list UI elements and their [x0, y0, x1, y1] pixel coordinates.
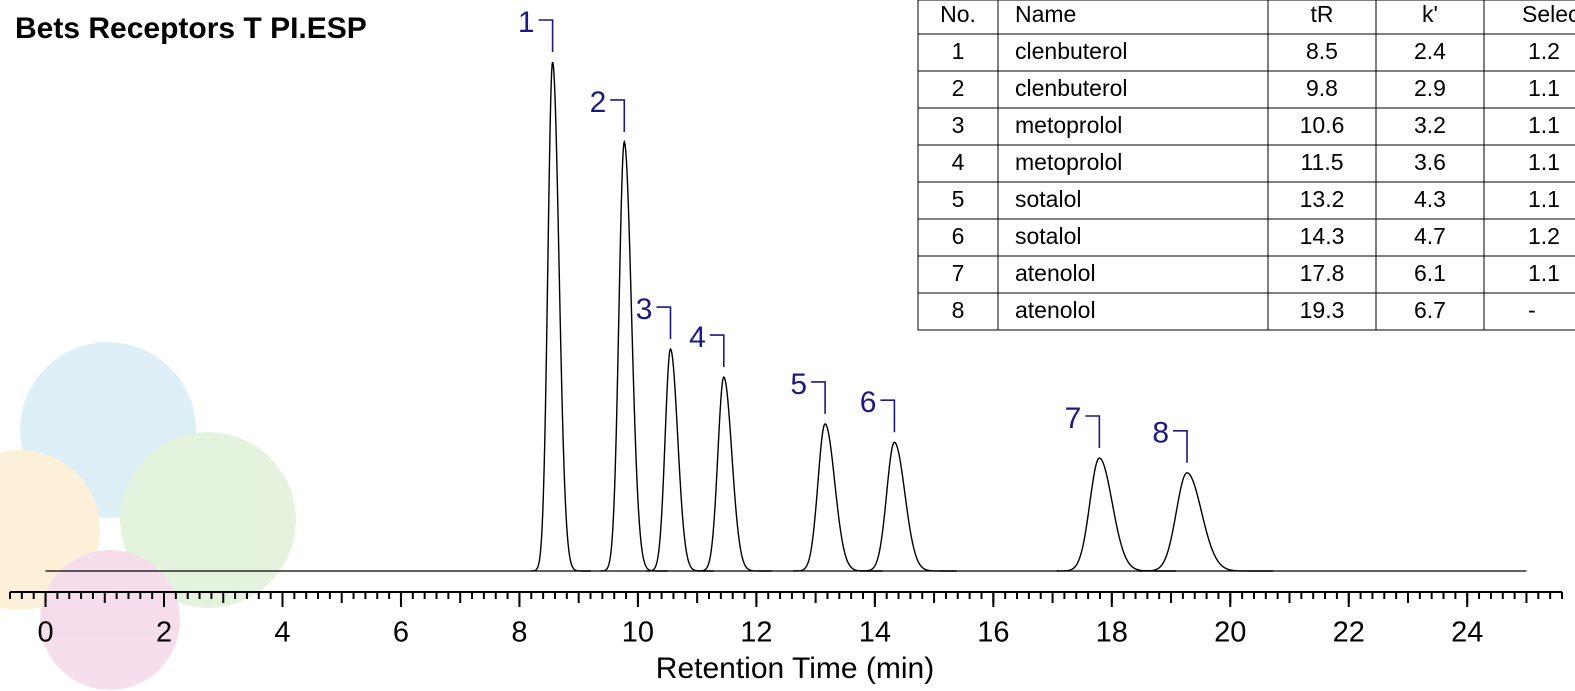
- x-tick-label: 22: [1333, 617, 1365, 649]
- peak-label: 1: [518, 6, 535, 39]
- x-tick-label: 4: [274, 617, 290, 649]
- table-header-cell: tR: [1311, 1, 1334, 27]
- table-cell: -: [1528, 297, 1536, 323]
- x-axis-label: Retention Time (min): [656, 652, 934, 685]
- table-cell: 3.2: [1414, 112, 1446, 138]
- peak: [793, 422, 883, 572]
- peak-label-hook: [1173, 429, 1188, 463]
- peak-label: 8: [1152, 417, 1169, 450]
- table-cell: 8.5: [1306, 38, 1338, 64]
- table-cell: atenolol: [1015, 260, 1096, 286]
- table-cell: metoprolol: [1015, 112, 1122, 138]
- peak-label-hook: [656, 306, 672, 340]
- table-cell: 4.7: [1414, 223, 1446, 249]
- peak-label: 2: [590, 86, 607, 119]
- chart-title: Bets Receptors T PI.ESP: [15, 12, 367, 45]
- peak-label-hook: [1085, 415, 1101, 449]
- table-cell: 2.4: [1414, 38, 1446, 64]
- table-cell: 10.6: [1300, 112, 1345, 138]
- table-cell: 7: [952, 260, 965, 286]
- peak-label: 3: [636, 293, 653, 326]
- peak-label-hook: [538, 19, 554, 52]
- peak-label: 6: [860, 386, 877, 419]
- x-tick-label: 14: [859, 617, 891, 649]
- table-cell: 1.1: [1528, 112, 1560, 138]
- results-table: No. Name tR k' Selectivity 1 clenbuterol 8.5 2.4…: [917, 0, 1575, 331]
- peak: [697, 375, 772, 572]
- table-cell: metoprolol: [1015, 149, 1122, 175]
- table-cell: 11.5: [1300, 149, 1343, 175]
- table-background: [917, 0, 1575, 331]
- x-tick-label: 10: [622, 617, 654, 649]
- table-cell: 3: [952, 112, 965, 138]
- table-cell: atenolol: [1015, 297, 1096, 323]
- table-cell: 1.1: [1528, 75, 1560, 101]
- peak-label: 5: [790, 368, 807, 401]
- table-cell: 1: [952, 38, 965, 64]
- table-cell: 6.1: [1414, 260, 1446, 286]
- table-cell: 6: [952, 223, 965, 249]
- table-cell: clenbuterol: [1015, 38, 1128, 64]
- peak-label: 4: [689, 321, 706, 354]
- peak: [859, 441, 957, 572]
- table-cell: 1.1: [1528, 186, 1560, 212]
- peak: [1056, 457, 1177, 572]
- x-tick-label: 0: [37, 617, 53, 649]
- table-cell: 1.1: [1528, 260, 1560, 286]
- x-tick-label: 24: [1451, 617, 1483, 649]
- table-cell: 1.1: [1528, 149, 1560, 175]
- table-cell: 1.2: [1528, 223, 1560, 249]
- table-cell: 5: [952, 186, 965, 212]
- table-cell: 3.6: [1414, 149, 1446, 175]
- table-header-cell: k': [1422, 1, 1438, 27]
- table-cell: sotalol: [1015, 223, 1081, 249]
- x-tick-label: 2: [156, 617, 172, 649]
- table-cell: 4.3: [1414, 186, 1446, 212]
- x-tick-label: 8: [511, 617, 527, 649]
- peak-label-hook: [610, 99, 626, 132]
- table-cell: 8: [952, 297, 965, 323]
- x-tick-label: 12: [740, 617, 772, 649]
- table-cell: 9.8: [1306, 75, 1338, 101]
- x-tick-label: 20: [1214, 617, 1246, 649]
- x-tick-label: 16: [977, 617, 1009, 649]
- table-cell: clenbuterol: [1015, 75, 1128, 101]
- peak-label: 7: [1065, 402, 1082, 435]
- table-header-cell: No.: [940, 1, 976, 27]
- table-cell: 6.7: [1414, 297, 1446, 323]
- x-tick-label: 18: [1096, 617, 1128, 649]
- table-cell: 4: [952, 149, 965, 175]
- peak-label-hook: [709, 334, 725, 368]
- x-tick-label: 6: [393, 617, 409, 649]
- peak: [1139, 472, 1274, 572]
- table-cell: 14.3: [1300, 223, 1345, 249]
- table-header-cell: Name: [1015, 1, 1076, 27]
- table-cell: 13.2: [1300, 186, 1345, 212]
- table-cell: 17.8: [1300, 260, 1345, 286]
- background-watermark: [0, 342, 296, 690]
- table-cell: sotalol: [1015, 186, 1081, 212]
- peak-label-hook: [811, 381, 826, 414]
- table-header-cell: Selectivity: [1522, 1, 1575, 27]
- table-cell: 1.2: [1528, 38, 1560, 64]
- peak-label-hook: [880, 399, 896, 433]
- peak: [531, 61, 591, 572]
- table-cell: 19.3: [1300, 297, 1345, 323]
- table-cell: 2.9: [1414, 75, 1446, 101]
- table-cell: 2: [952, 75, 965, 101]
- peak: [646, 347, 714, 572]
- peak: [600, 139, 668, 572]
